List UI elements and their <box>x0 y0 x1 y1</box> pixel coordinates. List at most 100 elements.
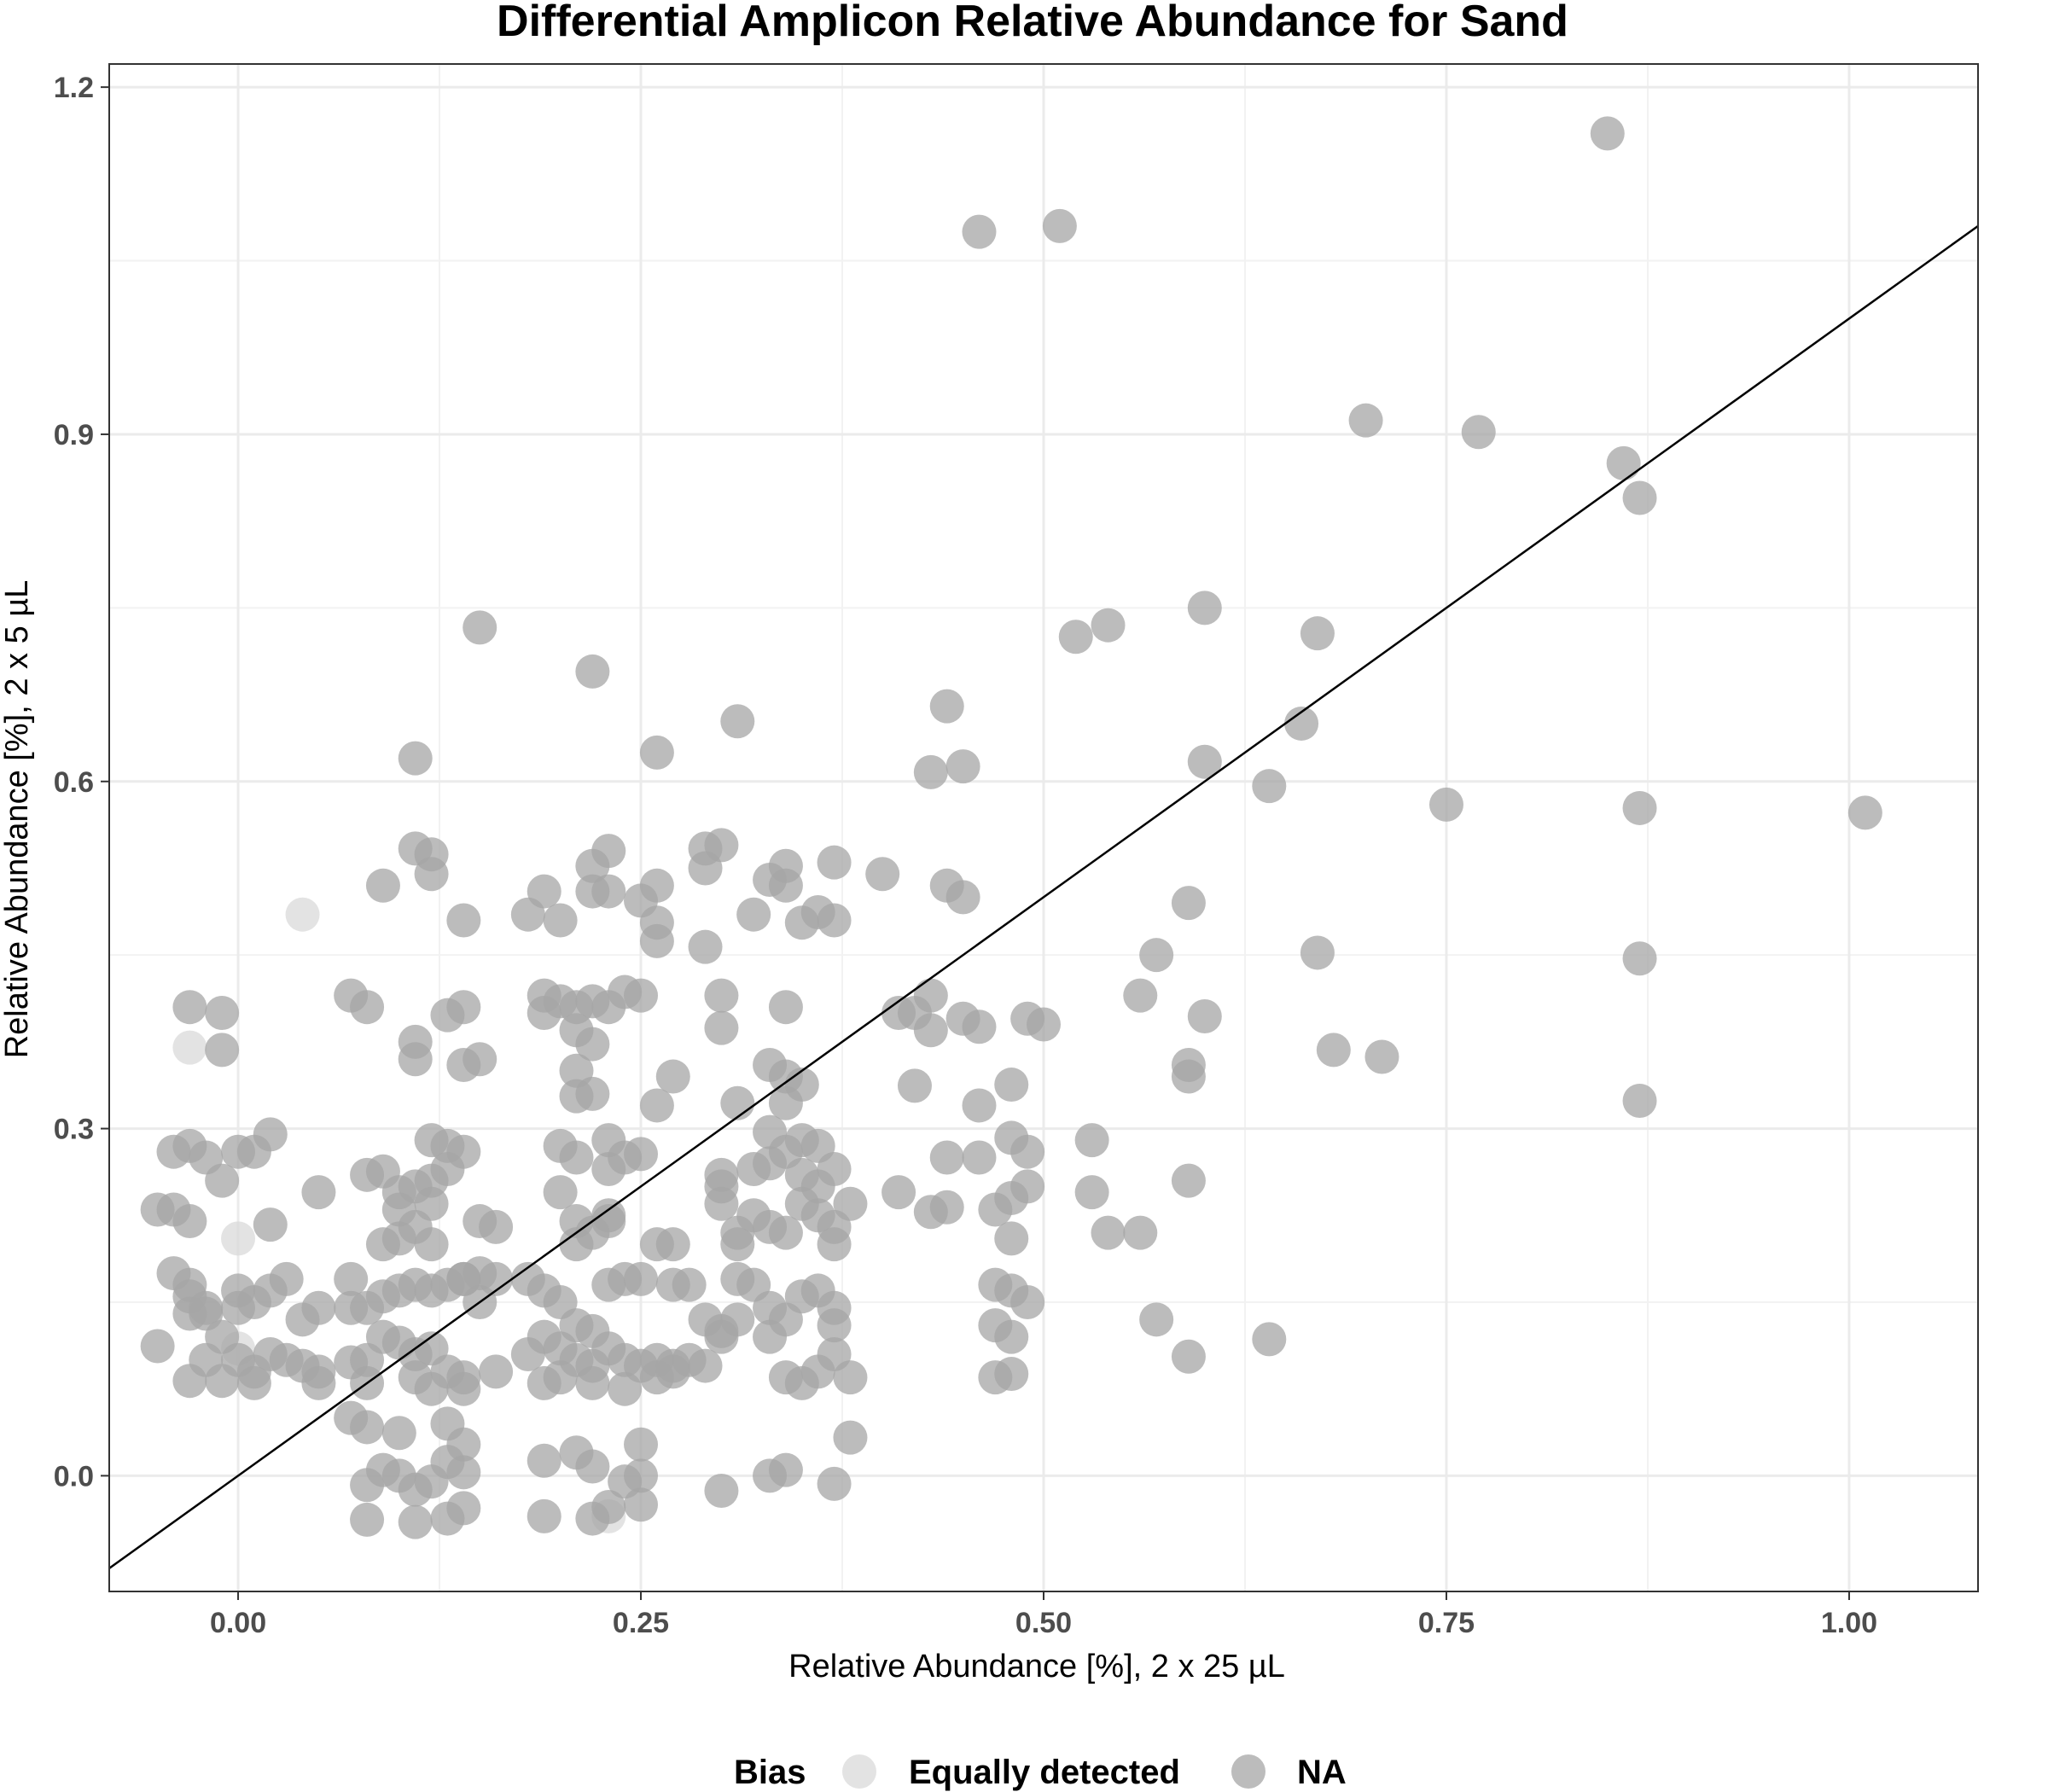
data-point-na <box>430 1152 465 1187</box>
data-point-na <box>236 1365 271 1400</box>
data-point-na <box>1847 795 1882 830</box>
data-point-equally-detected <box>172 1030 207 1065</box>
data-point-na <box>1010 1134 1045 1169</box>
data-point-na <box>1606 445 1641 480</box>
data-point-na <box>1042 208 1077 243</box>
data-point-na <box>913 1013 948 1048</box>
y-tick-label: 1.2 <box>54 72 94 104</box>
data-point-na <box>205 1364 240 1399</box>
data-point-na <box>430 998 465 1033</box>
data-point-na <box>1091 608 1126 643</box>
data-point-na <box>1058 620 1093 655</box>
data-point-na <box>414 1464 449 1499</box>
data-point-na <box>1074 1123 1109 1158</box>
data-point-na <box>1139 938 1174 973</box>
data-point-na <box>1622 480 1657 515</box>
data-point-na <box>350 1410 385 1445</box>
data-point-na <box>575 848 610 883</box>
data-point-na <box>639 923 674 958</box>
data-point-na <box>301 1175 336 1210</box>
data-point-na <box>624 1487 659 1522</box>
data-point-na <box>479 1354 514 1389</box>
data-point-na <box>527 995 561 1030</box>
y-axis-title: Relative Abundance [%], 2 x 5 µL <box>0 580 35 1059</box>
legend-key-equally-detected <box>842 1754 876 1789</box>
x-axis-ticks: 0.00 0.25 0.50 0.75 1.00 <box>210 1591 1877 1639</box>
data-point-na <box>929 1190 964 1225</box>
data-point-na <box>1010 1169 1045 1204</box>
data-point-na <box>414 857 449 892</box>
data-point-na <box>381 1221 416 1256</box>
data-point-na <box>350 1502 385 1537</box>
data-point-na <box>962 1088 997 1123</box>
data-point-na <box>1461 415 1496 450</box>
reference-line-layer <box>108 224 1979 1569</box>
data-point-na <box>1123 978 1158 1013</box>
data-point-na <box>1091 1215 1126 1250</box>
data-point-na <box>1590 116 1625 151</box>
data-point-na <box>575 1449 610 1484</box>
data-point-na <box>833 1360 868 1395</box>
data-point-na <box>720 1227 755 1262</box>
data-point-na <box>945 880 980 915</box>
data-point-na <box>817 845 852 880</box>
data-point-na <box>1300 935 1335 970</box>
data-point-na <box>559 1140 594 1175</box>
data-point-na <box>1010 1284 1045 1319</box>
data-point-na <box>398 741 433 776</box>
data-point-na <box>784 1365 819 1400</box>
y-tick-label: 0.0 <box>54 1460 94 1492</box>
data-point-na <box>817 1466 852 1501</box>
data-point-na <box>962 1009 997 1044</box>
data-point-na <box>768 1452 803 1487</box>
data-point-na <box>720 1302 755 1337</box>
data-point-na <box>833 1186 868 1221</box>
data-point-na <box>1622 1084 1657 1119</box>
data-point-na <box>1187 744 1222 779</box>
data-point-na <box>350 990 385 1025</box>
data-point-na <box>559 1079 594 1114</box>
data-point-na <box>753 1319 788 1354</box>
data-point-na <box>446 1371 481 1406</box>
data-point-na <box>1284 706 1319 741</box>
data-point-na <box>172 1296 207 1331</box>
data-point-na <box>479 1261 514 1296</box>
data-point-na <box>688 929 723 964</box>
data-point-na <box>1316 1033 1351 1068</box>
data-point-na <box>446 1491 481 1526</box>
data-point-na <box>1123 1215 1158 1250</box>
data-point-na <box>624 1137 659 1172</box>
x-tick-label: 0.50 <box>1015 1607 1072 1639</box>
data-point-na <box>301 1365 336 1400</box>
data-point-na <box>1074 1175 1109 1210</box>
data-point-na <box>624 1261 659 1296</box>
data-point-na <box>172 1364 207 1399</box>
data-point-na <box>704 1010 739 1045</box>
data-point-na <box>817 1227 852 1262</box>
data-point-na <box>221 1290 256 1325</box>
data-point-na <box>1171 886 1206 921</box>
data-point-na <box>1187 999 1222 1034</box>
data-point-na <box>1622 941 1657 976</box>
data-point-na <box>172 990 207 1025</box>
data-point-na <box>1622 790 1657 825</box>
data-point-na <box>381 1416 416 1451</box>
data-point-na <box>913 754 948 789</box>
data-point-na <box>672 1267 707 1302</box>
data-point-na <box>1139 1302 1174 1337</box>
data-point-na <box>575 1027 610 1062</box>
data-point-na <box>962 214 997 249</box>
data-point-na <box>704 978 739 1013</box>
y-tick-label: 0.9 <box>54 419 94 451</box>
data-point-na <box>446 903 481 938</box>
data-point-na <box>881 1175 916 1210</box>
data-point-na <box>365 868 400 903</box>
data-point-na <box>704 1186 739 1221</box>
data-point-na <box>253 1207 288 1242</box>
data-point-na <box>817 1308 852 1343</box>
chart-title: Differential Amplicon Relative Abundance… <box>497 0 1568 46</box>
data-point-na <box>591 1204 626 1239</box>
data-point-na <box>1252 1322 1287 1357</box>
data-point-na <box>334 1261 369 1296</box>
